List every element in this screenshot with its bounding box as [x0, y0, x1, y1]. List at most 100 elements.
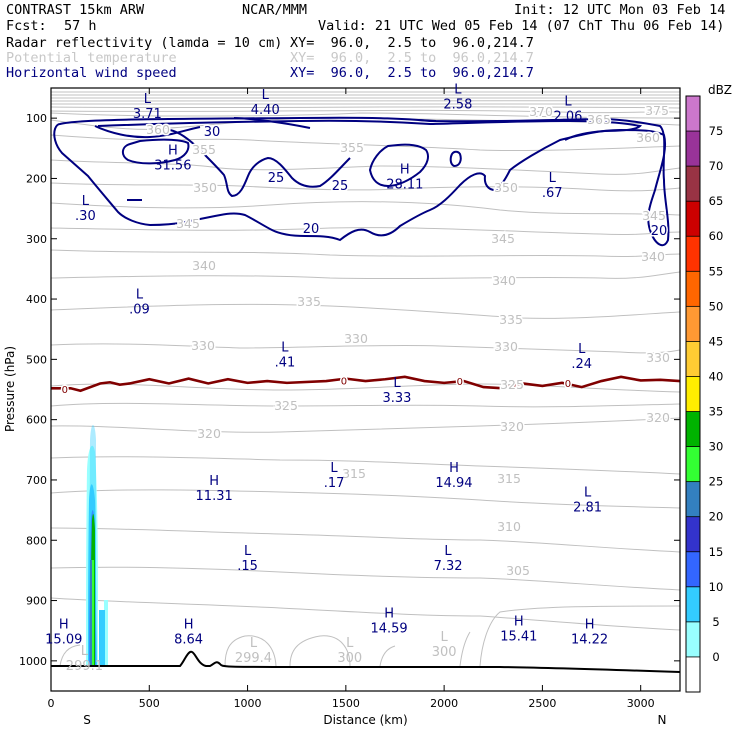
extremum-type: H	[514, 614, 524, 629]
extremum-value: 11.31	[196, 489, 233, 504]
extremum-type: L	[262, 88, 270, 103]
wind-label: 25	[332, 179, 349, 194]
theta-label: 345	[491, 231, 515, 246]
colorbar-label: 75	[709, 124, 724, 138]
colorbar-swatch	[686, 166, 700, 202]
init-time: Init: 12 UTC Mon 03 Feb 14	[514, 2, 726, 18]
plot-frame	[50, 87, 681, 692]
theta-label: 360	[146, 122, 170, 137]
colorbar-unit: dBZ	[708, 83, 732, 97]
wind-speed-contours	[53, 116, 670, 247]
extremum-value: .09	[129, 303, 150, 318]
field-theta-name: Potential temperature	[6, 50, 177, 66]
theta-label: 355	[192, 142, 216, 157]
extremum-type: H	[400, 163, 410, 178]
wind-label: 20	[651, 224, 668, 239]
y-axis-label: Pressure (hPa)	[3, 346, 17, 432]
x-tick-label: 0	[48, 697, 55, 710]
y-tick-label: 800	[26, 534, 47, 547]
north-label: N	[658, 713, 667, 727]
extremum-type: L	[144, 92, 152, 107]
x-tick-label: 3000	[627, 697, 655, 710]
colorbar-label: 45	[709, 334, 724, 348]
extremum-value: 7.32	[434, 559, 463, 574]
extremum-value: .15	[237, 559, 258, 574]
field-wind-xy: XY= 96.0, 2.5 to 96.0,214.7	[290, 65, 534, 81]
theta-label: 335	[499, 312, 523, 327]
colorbar-label: 50	[709, 299, 724, 313]
colorbar-label: 20	[709, 510, 724, 524]
colorbar-swatch	[686, 551, 700, 587]
extremum-type: L	[584, 485, 592, 500]
colorbar-label: 35	[709, 405, 724, 419]
y-tick-label: 900	[26, 595, 47, 608]
extremum-value: 2.58	[443, 97, 472, 112]
x-tick-label: 1000	[234, 697, 262, 710]
colorbar-swatch	[686, 586, 700, 622]
extremum-value: 15.09	[45, 632, 82, 647]
theta-label: 340	[492, 273, 516, 288]
colorbar-swatch	[686, 481, 700, 517]
colorbar-swatch	[686, 411, 700, 447]
y-tick-label: 700	[26, 474, 47, 487]
freezing-level-label: 0	[62, 385, 68, 396]
colorbar-swatch	[686, 306, 700, 342]
fcst-label: Fcst:	[6, 18, 47, 34]
wind-label: 20	[303, 222, 320, 237]
y-tick-label: 400	[26, 293, 47, 306]
extremum-value: 2.06	[553, 110, 582, 125]
extremum-value: .41	[275, 356, 296, 371]
extremum-type: L	[136, 288, 144, 303]
theta-label: 320	[197, 426, 221, 441]
wind-label: 30	[204, 125, 221, 140]
extremum-type: L	[454, 82, 462, 97]
freezing-level-label: 0	[565, 379, 571, 390]
extremum-value: .67	[542, 186, 563, 201]
theta-label: 345	[176, 216, 200, 231]
extremum-type: H	[384, 606, 394, 621]
colorbar-swatch	[686, 516, 700, 552]
fcst-value: 57 h	[64, 18, 97, 34]
extremum-value: 2.81	[573, 500, 602, 515]
extremum-type: H	[184, 617, 194, 632]
theta-label: 310	[497, 519, 521, 534]
extremum-type: H	[449, 461, 459, 476]
theta-label: 305	[506, 563, 530, 578]
theta-label: 340	[641, 249, 665, 264]
extremum-value: 15.41	[500, 629, 537, 644]
x-tick-label: 1500	[332, 697, 360, 710]
field-reflectivity-name: Radar reflectivity (lamda = 10 cm)	[6, 35, 283, 51]
theta-label: 360	[636, 130, 660, 145]
field-theta-xy: XY= 96.0, 2.5 to 96.0,214.7	[290, 50, 534, 66]
colorbar-frame	[685, 95, 701, 693]
extremum-type: L	[244, 544, 252, 559]
colorbar-label: 10	[709, 580, 724, 594]
extremum-value: .24	[571, 357, 592, 372]
x-axis-label: Distance (km)	[323, 713, 407, 727]
theta-label: 370	[529, 104, 553, 119]
y-tick-label: 600	[26, 414, 47, 427]
surface-extremum-value: 300	[432, 645, 457, 660]
colorbar-label: 70	[709, 159, 724, 173]
theta-label: 335	[297, 294, 321, 309]
extremum-type: H	[168, 143, 178, 158]
extremum-type: H	[209, 474, 219, 489]
org-label: NCAR/MMM	[242, 2, 308, 18]
extremum-value: 3.71	[133, 107, 162, 122]
y-tick-label: 500	[26, 353, 47, 366]
theta-label: 320	[646, 410, 670, 425]
extremum-value: 4.40	[251, 103, 280, 118]
extremum-type: L	[330, 461, 338, 476]
colorbar-swatch	[686, 236, 700, 272]
south-label: S	[83, 713, 91, 727]
model-title: CONTRAST 15km ARW	[6, 2, 145, 18]
colorbar-label: 25	[709, 475, 724, 489]
colorbar-swatch	[686, 621, 700, 657]
colorbar: dBZ 0 5 10 15 20 25 30 35 40 45 50 55 60 65 70 75	[685, 83, 732, 693]
extremum-type: L	[578, 342, 586, 357]
theta-label: 320	[500, 419, 524, 434]
colorbar-swatch	[686, 376, 700, 412]
